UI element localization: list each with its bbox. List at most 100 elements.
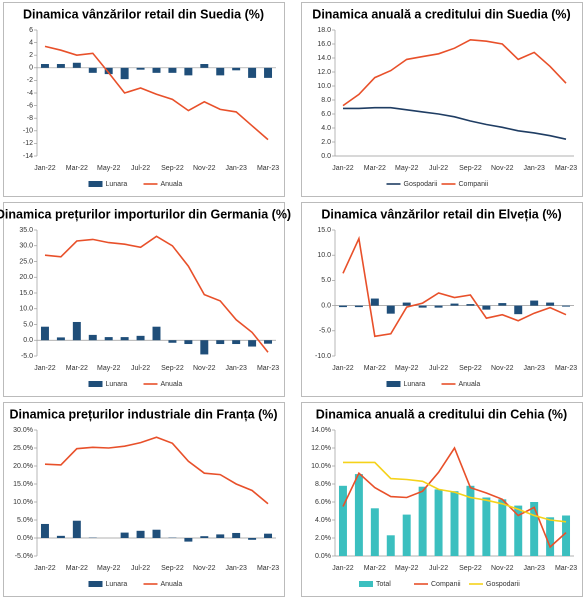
- x-tick-label: May-22: [97, 365, 120, 372]
- y-tick-label: 30.0%: [13, 427, 33, 434]
- y-tick-label: 10.0: [317, 83, 331, 90]
- chart-title: Dinamica anuală a creditului din Suedia …: [312, 7, 570, 21]
- y-tick-label: 10.0: [19, 306, 33, 313]
- legend-swatch: [89, 581, 103, 587]
- bar: [153, 327, 161, 341]
- x-tick-label: Nov-22: [491, 365, 514, 372]
- y-tick-label: 0.0: [321, 153, 331, 160]
- chart-title: Dinamica vânzărilor retail din Elveția (…: [321, 207, 561, 221]
- x-tick-label: Jul-22: [429, 565, 448, 572]
- x-tick-label: Nov-22: [193, 365, 216, 372]
- x-tick-label: Mar-22: [364, 565, 386, 572]
- y-tick-label: 15.0%: [13, 481, 33, 488]
- bar: [339, 306, 347, 308]
- y-tick-label: 30.0: [19, 243, 33, 250]
- bar: [232, 533, 240, 538]
- x-tick-label: Nov-22: [491, 165, 514, 172]
- y-tick-label: 0.0%: [315, 553, 331, 560]
- bar: [419, 487, 427, 556]
- bar: [89, 335, 97, 340]
- bar: [89, 68, 97, 73]
- legend-label: Lunara: [106, 181, 128, 188]
- bar: [216, 68, 224, 76]
- y-tick-label: -5.0: [21, 353, 33, 360]
- y-tick-label: 0: [29, 65, 33, 72]
- y-tick-label: 4.0: [321, 125, 331, 132]
- legend-label: Anuala: [161, 581, 183, 588]
- x-tick-label: May-22: [395, 365, 418, 372]
- bar: [57, 536, 65, 538]
- y-tick-label: -2: [27, 77, 33, 84]
- bar: [153, 68, 161, 73]
- bar: [137, 336, 145, 340]
- bar: [248, 538, 256, 540]
- y-tick-label: -4: [27, 90, 33, 97]
- legend-label: Lunara: [106, 581, 128, 588]
- bar: [435, 489, 443, 556]
- x-tick-label: Jan-22: [332, 565, 354, 572]
- bar: [137, 68, 145, 70]
- y-tick-label: 10.0: [317, 252, 331, 259]
- legend-label: Companii: [459, 181, 489, 188]
- bar: [451, 304, 459, 306]
- legend-label: Total: [376, 581, 391, 588]
- bar: [482, 306, 490, 310]
- bar: [216, 534, 224, 538]
- bar: [57, 64, 65, 68]
- chart-title: Dinamica anuală a creditului din Cehia (…: [316, 407, 567, 421]
- y-tick-label: -12: [23, 140, 33, 147]
- y-tick-label: -10.0: [315, 353, 331, 360]
- y-tick-label: 15.0: [317, 227, 331, 234]
- bar: [184, 68, 192, 76]
- y-tick-label: 14.0%: [311, 427, 331, 434]
- x-tick-label: Jul-22: [131, 365, 150, 372]
- bar: [482, 498, 490, 557]
- y-tick-label: 5.0: [321, 277, 331, 284]
- bar: [355, 474, 363, 556]
- legend-label: Gospodarii: [404, 181, 438, 188]
- legend-label: Anuala: [161, 181, 183, 188]
- legend-label: Companii: [431, 581, 461, 588]
- x-tick-label: Jul-22: [429, 165, 448, 172]
- bar: [466, 304, 474, 306]
- x-tick-label: Mar-22: [66, 365, 88, 372]
- bar: [41, 524, 49, 538]
- x-tick-label: Jan-23: [523, 365, 545, 372]
- x-tick-label: Jul-22: [131, 165, 150, 172]
- y-tick-label: 2: [29, 52, 33, 59]
- y-tick-label: -5.0: [319, 328, 331, 335]
- bar: [339, 486, 347, 556]
- x-tick-label: Mar-22: [66, 165, 88, 172]
- x-tick-label: Mar-22: [364, 165, 386, 172]
- bar: [105, 337, 113, 340]
- bar: [435, 306, 443, 308]
- x-tick-label: Jul-22: [429, 365, 448, 372]
- legend-label: Anuala: [459, 381, 481, 388]
- x-tick-label: Sep-22: [161, 165, 184, 172]
- x-tick-label: May-22: [395, 165, 418, 172]
- x-tick-label: Mar-23: [555, 565, 577, 572]
- x-tick-label: Jan-22: [34, 565, 56, 572]
- y-tick-label: 6.0%: [315, 499, 331, 506]
- x-tick-label: Mar-23: [555, 165, 577, 172]
- x-tick-label: Jan-23: [523, 565, 545, 572]
- y-tick-label: 8.0: [321, 97, 331, 104]
- bar: [514, 306, 522, 315]
- legend-swatch: [89, 181, 103, 187]
- y-tick-label: 12.0: [317, 69, 331, 76]
- y-tick-label: 12.0%: [311, 445, 331, 452]
- bar: [200, 536, 208, 538]
- bar: [73, 63, 81, 68]
- y-tick-label: -5.0%: [15, 553, 33, 560]
- bar: [216, 340, 224, 344]
- x-tick-label: May-22: [395, 565, 418, 572]
- y-tick-label: 0.0%: [17, 535, 33, 542]
- x-tick-label: Sep-22: [161, 565, 184, 572]
- x-tick-label: Mar-23: [257, 365, 279, 372]
- bar: [57, 337, 65, 340]
- bar: [200, 340, 208, 354]
- bar: [371, 299, 379, 306]
- bar: [530, 502, 538, 556]
